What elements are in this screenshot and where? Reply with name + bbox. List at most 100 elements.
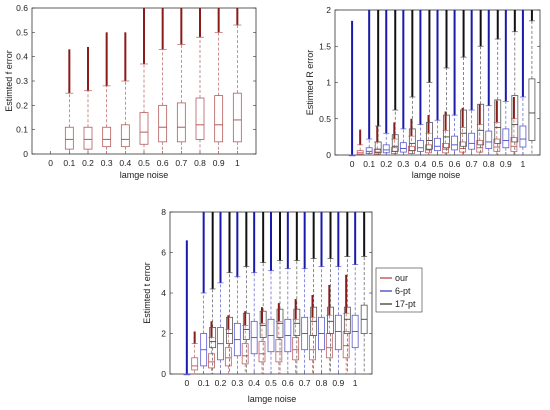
- box-iqr: [502, 128, 510, 149]
- x-tick-label: 0.8: [483, 159, 495, 169]
- box-our-0.6: [275, 303, 283, 374]
- box-our-0.9: [493, 100, 501, 155]
- box-6-pt-0.1: [200, 212, 208, 374]
- y-axis-label: Estimted f error: [4, 50, 14, 112]
- box-17-pt-0.1: [209, 212, 217, 374]
- x-tick-label: 0.7: [466, 159, 478, 169]
- box-iqr: [259, 310, 267, 338]
- legend-label-our: our: [395, 273, 408, 283]
- box-17-pt-0.9: [511, 10, 519, 155]
- box-17-pt-0.5: [276, 212, 284, 374]
- x-tick-label: 0: [184, 378, 189, 388]
- x-tick-label: 0.6: [282, 378, 294, 388]
- y-tick-label: 0: [161, 369, 166, 379]
- series-17-pt: [209, 212, 368, 374]
- box-values-0.2: [83, 46, 93, 154]
- series-values: [64, 8, 242, 154]
- box-values-0.4: [120, 32, 130, 154]
- box-iqr: [451, 135, 458, 151]
- box-iqr: [399, 142, 407, 153]
- box-iqr: [408, 145, 415, 154]
- x-tick-label: 0.3: [231, 378, 243, 388]
- y-tick-label: 0.1: [16, 125, 28, 135]
- box-iqr: [391, 134, 399, 152]
- y-tick-label: 0: [23, 149, 28, 159]
- box-iqr: [426, 121, 433, 150]
- box-17-pt-0.3: [408, 10, 416, 155]
- box-our-0.8: [476, 104, 484, 155]
- box-17-pt-0.6: [460, 10, 467, 155]
- x-tick-label: 0.6: [449, 159, 461, 169]
- x-tick-label: 0.4: [119, 158, 131, 168]
- box-6-pt-1: [351, 212, 359, 374]
- box-17-pt-1: [360, 212, 368, 374]
- box-iqr: [511, 95, 519, 143]
- box-our-0.2: [208, 321, 215, 374]
- box-iqr: [292, 337, 300, 361]
- x-tick-label: 0.5: [432, 159, 444, 169]
- box-iqr: [342, 331, 350, 359]
- x-tick-label: 1: [353, 378, 358, 388]
- box-iqr: [327, 306, 334, 334]
- box-values-0.1: [64, 49, 74, 154]
- y-axis-label: Estimted t error: [142, 262, 152, 324]
- y-tick-label: 0.4: [16, 52, 28, 62]
- box-iqr: [214, 95, 224, 143]
- box-iqr: [83, 126, 93, 150]
- box-17-pt-0.5: [443, 10, 450, 155]
- box-iqr: [528, 78, 536, 141]
- box-17-pt-0.1: [374, 10, 382, 155]
- box-our-0.1: [191, 331, 199, 374]
- x-tick-label: 0.4: [248, 378, 260, 388]
- box-values-1: [232, 8, 242, 154]
- box-values-0.8: [195, 8, 205, 154]
- box-iqr: [408, 128, 416, 152]
- box-iqr: [417, 140, 424, 152]
- chart-panels: 0 0.1 0.2 0.3 0.4 0.5 0.6 0 0.1 0.2 0.3 0.4 0.5 0.6 0.…: [4, 3, 541, 404]
- box-values-0.6: [158, 8, 168, 154]
- series-6-pt: [348, 10, 527, 157]
- box-iqr: [158, 104, 168, 143]
- box-6-pt-1: [519, 10, 527, 155]
- series-6-pt: [183, 212, 359, 376]
- chart-panel-2: 0 0.5 1 1.5 2 0 0.1 0.2 0.3 0.4 0.5 0.6 0.7 0.8 0.9 1 la…: [305, 5, 541, 180]
- box-iqr: [191, 357, 199, 371]
- box-iqr: [477, 103, 485, 146]
- legend-label-17-pt: 17-pt: [395, 299, 416, 309]
- box-iqr: [226, 316, 233, 345]
- box-6-pt-0: [348, 20, 356, 157]
- box-iqr: [120, 124, 130, 148]
- box-17-pt-1: [528, 10, 536, 155]
- y-tick-label: 6: [161, 248, 166, 258]
- x-axis-label: lamge noise: [248, 394, 297, 404]
- box-6-pt-0.8: [318, 212, 325, 374]
- x-tick-label: 0.2: [82, 158, 94, 168]
- y-tick-label: 0: [326, 150, 331, 160]
- box-iqr: [519, 125, 527, 148]
- x-axis-label: lamge noise: [120, 170, 169, 180]
- box-values-0.9: [214, 8, 224, 154]
- x-tick-label: 0.7: [175, 158, 187, 168]
- y-axis-label: Estimted R error: [305, 50, 315, 116]
- box-iqr: [224, 347, 232, 367]
- box-iqr: [374, 141, 382, 154]
- box-6-pt-0: [183, 240, 191, 376]
- x-tick-label: 0.9: [213, 158, 225, 168]
- box-6-pt-0.2: [382, 10, 390, 155]
- x-tick-label: 0.1: [198, 378, 210, 388]
- box-iqr: [468, 132, 476, 150]
- box-values-0.5: [139, 8, 149, 154]
- box-17-pt-0.7: [477, 10, 485, 155]
- box-iqr: [493, 138, 501, 152]
- box-our-0.1: [356, 129, 364, 155]
- box-iqr: [460, 109, 467, 147]
- box-17-pt-0.2: [391, 10, 399, 155]
- box-our-0.7: [459, 107, 467, 155]
- box-17-pt-0.4: [259, 212, 267, 374]
- box-17-pt-0.2: [226, 212, 233, 374]
- box-6-pt-0.9: [334, 212, 342, 374]
- x-tick-label: 0: [48, 158, 53, 168]
- y-tick-label: 4: [161, 288, 166, 298]
- box-iqr: [258, 341, 266, 363]
